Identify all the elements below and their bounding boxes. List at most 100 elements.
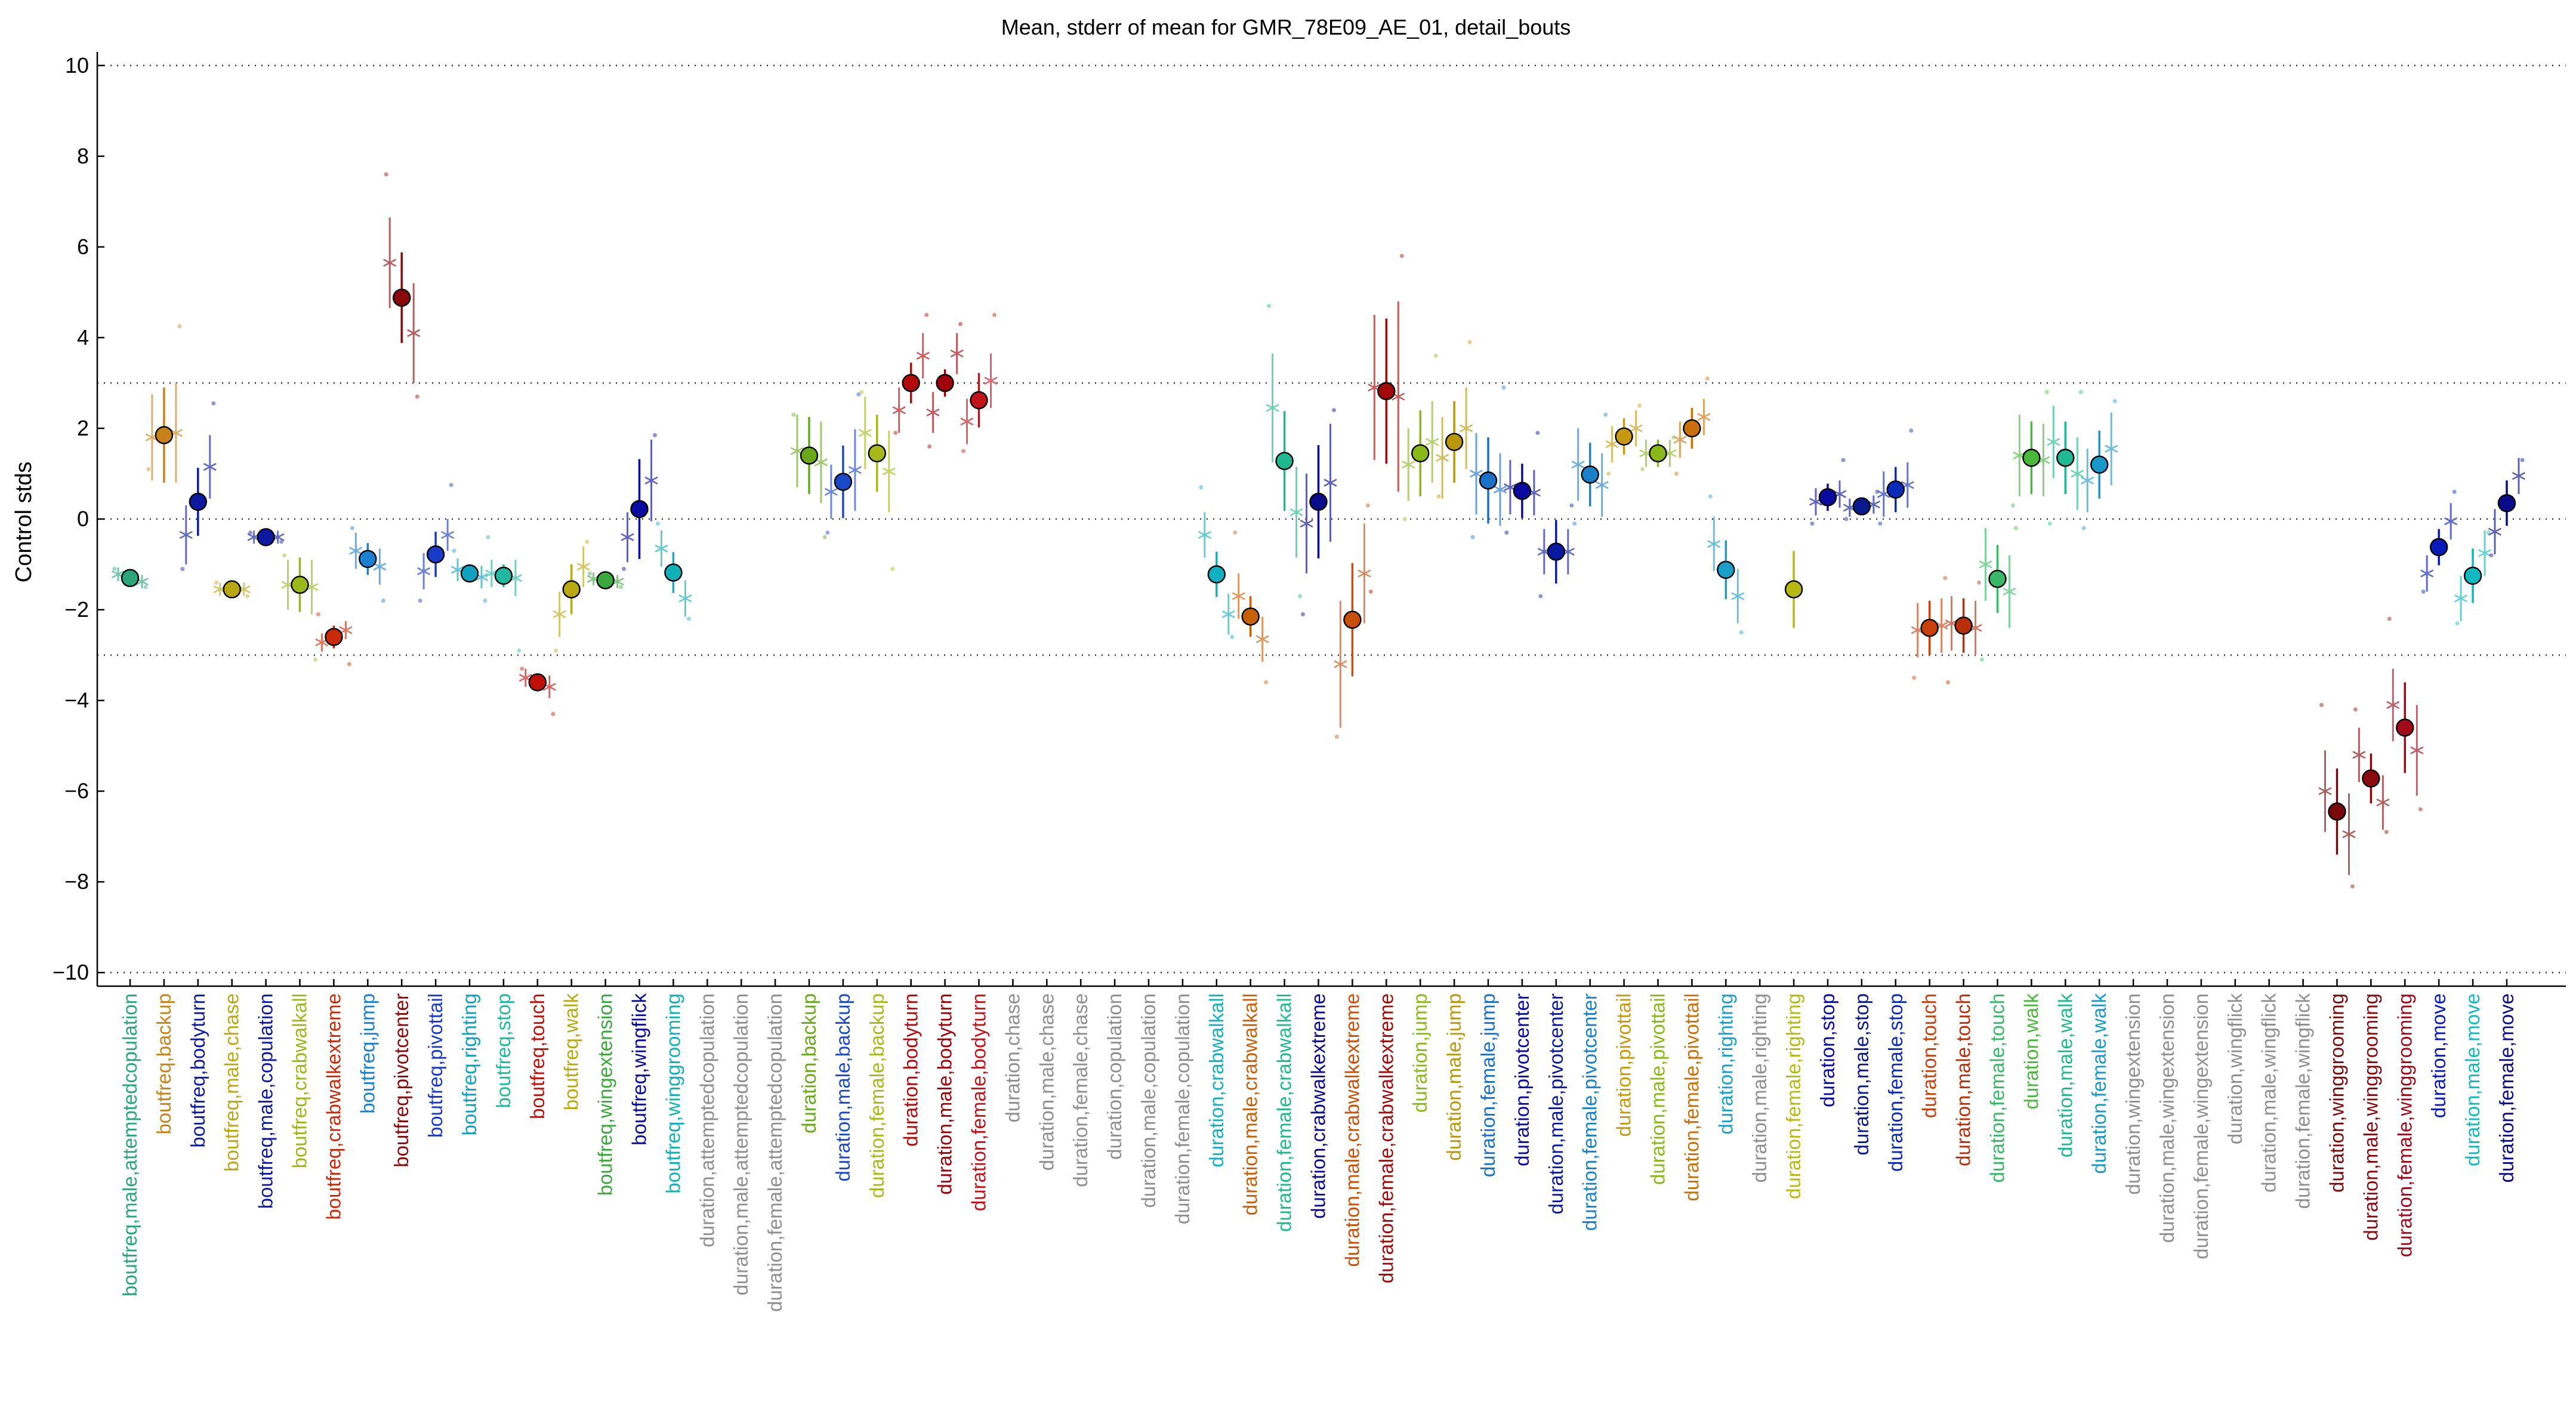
x-tick-label: boutfreq,stop bbox=[492, 993, 514, 1108]
mean-marker bbox=[291, 576, 309, 594]
mean-marker bbox=[630, 500, 649, 518]
x-tick-label: duration,male,touch bbox=[1952, 993, 1975, 1166]
sample-dot bbox=[856, 392, 861, 397]
x-tick-label: duration,male,chase bbox=[1035, 993, 1057, 1171]
y-tick-label: 4 bbox=[77, 325, 89, 350]
sample-dot bbox=[1433, 353, 1438, 358]
sample-dot bbox=[1436, 494, 1441, 499]
y-tick-label: −6 bbox=[64, 779, 89, 803]
sub-mean-star bbox=[2352, 748, 2366, 762]
sample-dot bbox=[585, 539, 590, 544]
sub-mean-star bbox=[179, 528, 193, 542]
x-tick-label: duration,male,stop bbox=[1850, 993, 1872, 1156]
sample-dot bbox=[958, 322, 963, 326]
star-stroke bbox=[824, 487, 838, 496]
data-point-group bbox=[247, 528, 285, 546]
x-tick-label: boutfreq,backup bbox=[153, 993, 175, 1135]
mean-marker bbox=[257, 528, 275, 546]
sample-dot bbox=[859, 390, 864, 394]
star-stroke bbox=[1605, 440, 1619, 449]
sub-mean-star bbox=[2318, 785, 2332, 798]
x-tick-label: boutfreq,righting bbox=[458, 993, 480, 1136]
x-tick-label: duration,wingflick bbox=[2224, 993, 2246, 1145]
sample-dot bbox=[1470, 535, 1475, 539]
sub-mean-star bbox=[1595, 478, 1609, 492]
mean-marker bbox=[1852, 497, 1871, 515]
sub-mean-star bbox=[553, 607, 566, 621]
sample-dot bbox=[2421, 589, 2426, 594]
mean-marker bbox=[1513, 481, 1532, 501]
star-stroke bbox=[373, 563, 387, 571]
star-stroke bbox=[2318, 787, 2332, 795]
sample-dot bbox=[245, 594, 250, 598]
sample-dot bbox=[2384, 830, 2389, 835]
mean-marker bbox=[1309, 492, 1328, 511]
x-tick-label: boutfreq,winggrooming bbox=[662, 993, 684, 1194]
sample-dot bbox=[924, 313, 929, 317]
sample-dot bbox=[486, 535, 490, 539]
star-stroke bbox=[1673, 436, 1687, 444]
star-stroke bbox=[790, 447, 804, 455]
sub-mean-star bbox=[2512, 469, 2526, 483]
y-tick-label: −10 bbox=[53, 960, 89, 984]
mean-marker bbox=[1818, 488, 1837, 507]
sample-dot bbox=[1977, 580, 1982, 585]
star-stroke bbox=[678, 594, 692, 603]
star-stroke bbox=[407, 329, 421, 337]
x-tick-label: duration,wingextension bbox=[2122, 993, 2144, 1195]
sub-mean-star bbox=[824, 485, 838, 499]
y-axis-label: Control stds bbox=[11, 462, 36, 583]
star-stroke bbox=[203, 462, 217, 471]
sample-dot bbox=[316, 612, 320, 617]
star-stroke bbox=[1232, 592, 1245, 600]
x-tick-label: duration,winggrooming bbox=[2326, 993, 2348, 1193]
sample-dot bbox=[313, 657, 317, 662]
data-point-group bbox=[2488, 458, 2526, 558]
sub-mean-star bbox=[2488, 525, 2502, 539]
sample-dot bbox=[1912, 675, 1917, 680]
x-tick-label: duration,righting bbox=[1714, 993, 1736, 1135]
sub-mean-star bbox=[882, 465, 896, 478]
data-point-group bbox=[1707, 494, 1745, 635]
chart-title: Mean, stderr of mean for GMR_78E09_AE_01… bbox=[1001, 15, 1571, 39]
sample-dot bbox=[248, 530, 253, 535]
data-point-group bbox=[2454, 530, 2492, 626]
x-tick-label: boutfreq,touch bbox=[526, 993, 548, 1119]
sample-dot bbox=[1535, 431, 1540, 436]
sample-dot bbox=[517, 648, 522, 653]
x-tick-label: duration,female,chase bbox=[1069, 993, 1091, 1187]
sample-dot bbox=[1980, 657, 1984, 662]
data-point-group bbox=[1809, 458, 1847, 526]
sample-dot bbox=[1332, 408, 1336, 413]
sample-dot bbox=[1572, 521, 1577, 526]
data-point-group bbox=[1673, 376, 1711, 476]
sub-mean-star bbox=[1629, 421, 1643, 435]
star-stroke bbox=[655, 544, 668, 553]
star-stroke bbox=[2376, 798, 2390, 807]
y-tick-label: −2 bbox=[64, 597, 89, 622]
star-stroke bbox=[1503, 483, 1517, 492]
x-tick-label: duration,female,pivotcenter bbox=[1579, 993, 1601, 1231]
sub-mean-star bbox=[203, 460, 217, 474]
sample-dot bbox=[1674, 471, 1679, 476]
mean-marker bbox=[1547, 542, 1566, 561]
sub-mean-star bbox=[1289, 505, 1303, 519]
data-point-group bbox=[2013, 390, 2050, 530]
mean-marker bbox=[970, 391, 988, 410]
sample-dot bbox=[483, 598, 488, 603]
mean-marker bbox=[494, 566, 513, 585]
star-stroke bbox=[111, 570, 125, 579]
sub-mean-star bbox=[2410, 743, 2424, 757]
x-tick-label: boutfreq,bodyturn bbox=[187, 993, 209, 1148]
x-tick-label: duration,male,righting bbox=[1748, 993, 1770, 1182]
data-point-group bbox=[1334, 503, 1371, 739]
data-point-group bbox=[553, 539, 590, 653]
x-tick-label: boutfreq,wingextension bbox=[594, 993, 616, 1196]
sub-mean-star bbox=[2478, 546, 2492, 560]
sub-mean-star bbox=[621, 530, 634, 544]
sample-dot bbox=[2319, 703, 2324, 708]
sample-dot bbox=[1705, 376, 1710, 381]
sample-dot bbox=[1810, 521, 1815, 526]
x-tick-label: duration,pivottail bbox=[1613, 993, 1635, 1137]
sample-dot bbox=[1739, 630, 1744, 635]
